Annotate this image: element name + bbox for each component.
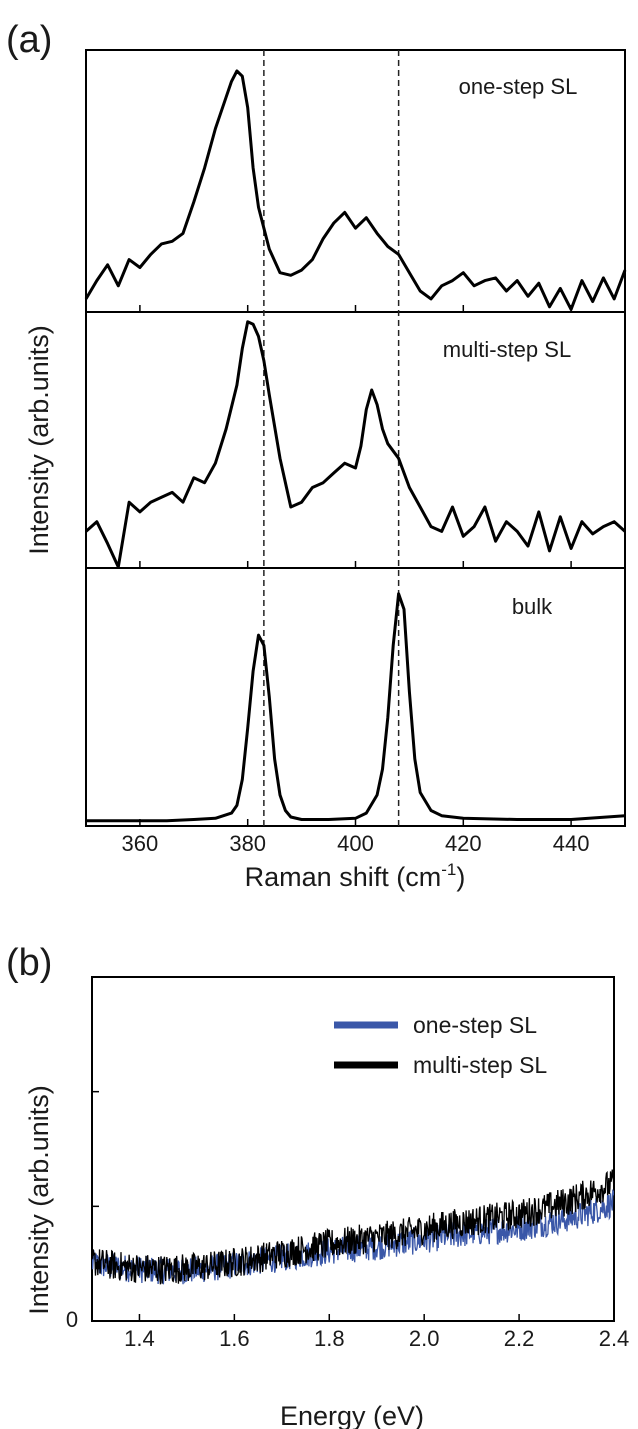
x-tick-label: 1.8 xyxy=(314,1326,345,1351)
panel-a-label: (a) xyxy=(6,19,52,61)
x-tick-label: 2.2 xyxy=(504,1326,535,1351)
subplot-label-one-step: one-step SL xyxy=(459,74,578,99)
x-tick-label: 440 xyxy=(553,831,590,856)
series-line-one-step xyxy=(84,69,627,311)
x-axis-title-close: ) xyxy=(456,862,465,892)
x-axis-title-main: Raman shift (cm xyxy=(245,862,442,892)
x-tick-label: 400 xyxy=(337,831,374,856)
panel-a-x-axis-title: Raman shift (cm-1) xyxy=(245,860,466,892)
x-axis-title-superscript: -1 xyxy=(441,860,456,879)
x-tick-label: 360 xyxy=(122,831,159,856)
panel-b-y-axis-title: Intensity (arb.units) xyxy=(24,1085,54,1315)
y-tick-label: 0 xyxy=(66,1307,78,1332)
legend: one-step SL multi-step SL xyxy=(334,1012,547,1078)
panel-b: (b) Intensity (arb.units) 1.4 1.6 1.8 2.0 2.… xyxy=(6,942,629,1429)
panel-b-x-axis-title: Energy (eV) xyxy=(280,1401,424,1429)
x-tick-label: 420 xyxy=(445,831,482,856)
panel-b-label: (b) xyxy=(6,942,52,984)
series-line-bulk xyxy=(86,592,626,823)
panel-a: (a) Intensity (arb.units) one-step SL mu… xyxy=(6,19,627,892)
x-tick-label: 1.4 xyxy=(124,1326,155,1351)
legend-label-multi-step: multi-step SL xyxy=(413,1052,547,1078)
legend-label-one-step: one-step SL xyxy=(413,1012,537,1038)
series-line-one-step xyxy=(92,1189,614,1285)
series-line-multi-step xyxy=(84,320,627,569)
panel-a-y-axis-title: Intensity (arb.units) xyxy=(24,325,54,555)
series-line-multi-step xyxy=(92,1169,614,1285)
x-tick-label: 380 xyxy=(229,831,266,856)
x-tick-label: 2.0 xyxy=(409,1326,440,1351)
panel-b-frame xyxy=(91,976,615,1322)
subplot-label-bulk: bulk xyxy=(512,594,553,619)
subplot-label-multi-step: multi-step SL xyxy=(443,337,571,362)
x-tick-label: 2.4 xyxy=(599,1326,630,1351)
x-tick-label: 1.6 xyxy=(219,1326,250,1351)
